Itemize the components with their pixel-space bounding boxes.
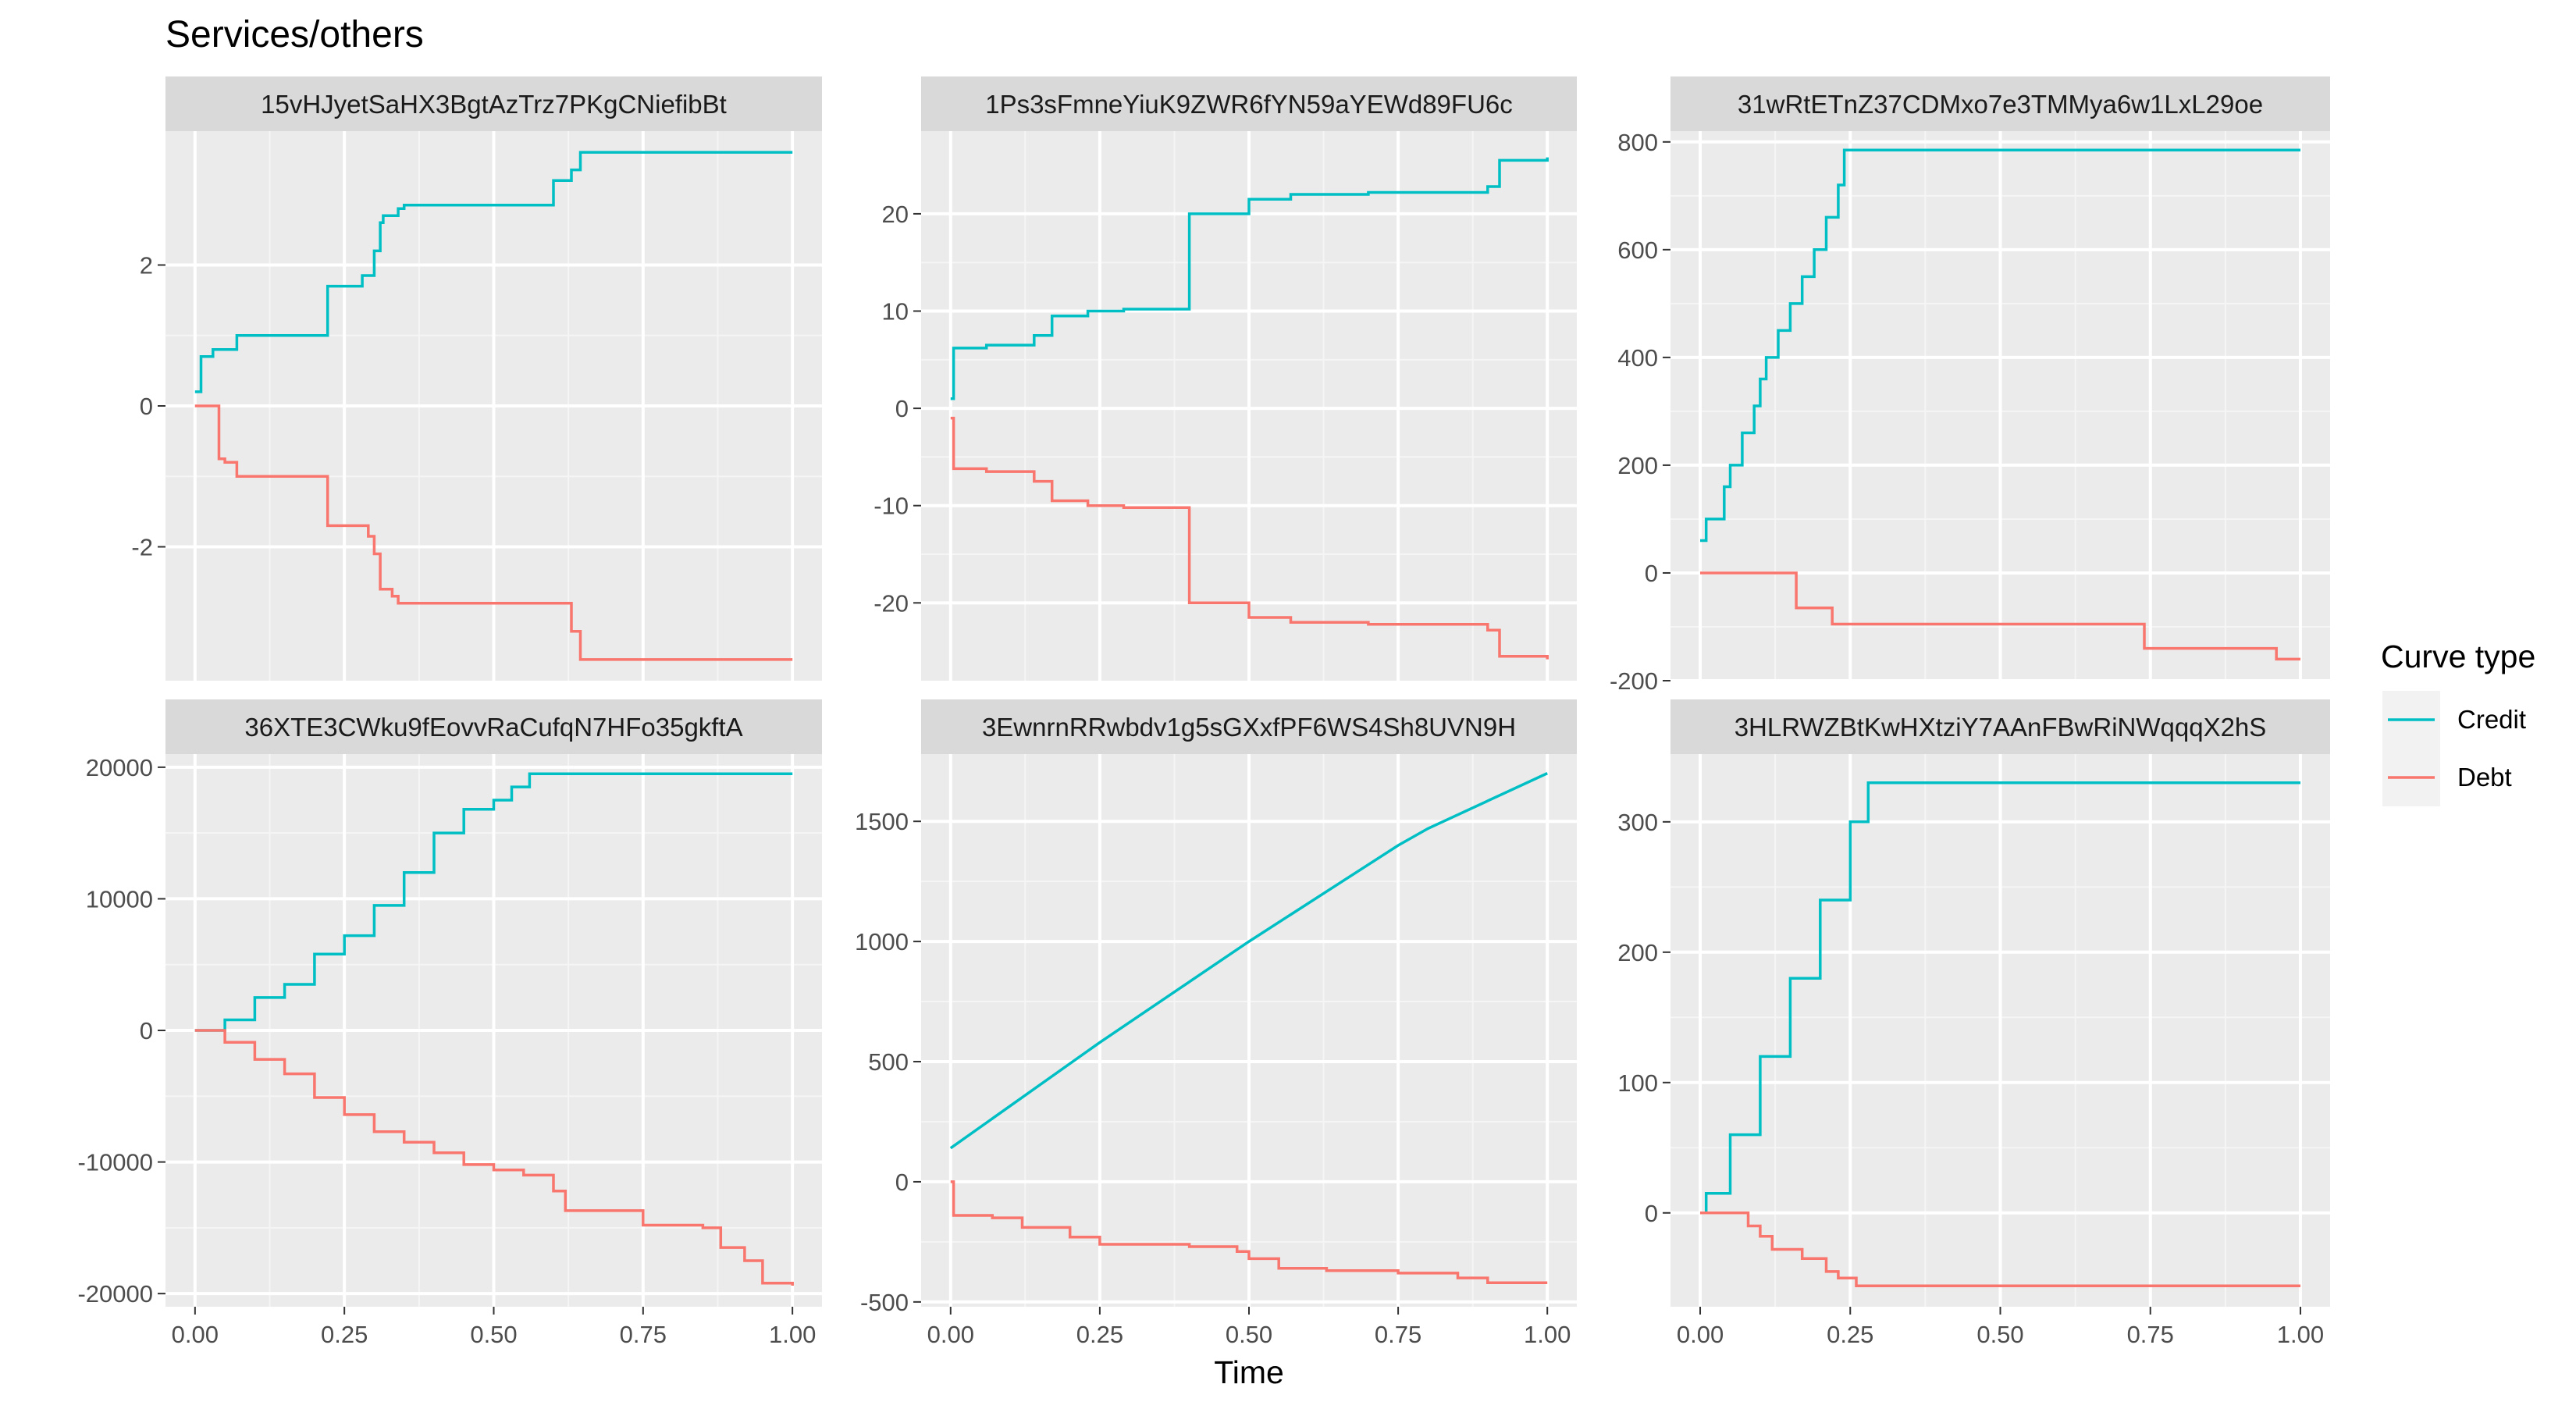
- panel-strip: [1670, 699, 2330, 754]
- y-tick-label: 600: [1617, 237, 1658, 264]
- x-tick-label: 0.50: [1976, 1321, 2023, 1348]
- y-tick-label: 0: [895, 1169, 909, 1196]
- panel-1: 15vHJyetSaHX3BgtAzTrz7PKgCNiefibBt -2 0 2: [131, 76, 822, 681]
- x-tick-label: 0.75: [2127, 1321, 2174, 1348]
- x-tick-label: 0.00: [927, 1321, 974, 1348]
- panel-strip-label: 15vHJyetSaHX3BgtAzTrz7PKgCNiefibBt: [261, 90, 727, 119]
- legend-label-credit: Credit: [2457, 705, 2526, 734]
- y-tick-label: -10000: [77, 1149, 153, 1176]
- y-tick-label: 0: [140, 1017, 153, 1044]
- series-line-credit: [950, 157, 1549, 400]
- panel-strip-label: 31wRtETnZ37CDMxo7e3TMMya6w1LxL29oe: [1738, 90, 2263, 119]
- y-tick-label: 0: [1645, 1200, 1658, 1227]
- x-tick-label: 0.00: [1677, 1321, 1724, 1348]
- legend-title: Curve type: [2381, 639, 2535, 674]
- series-line-debt: [950, 416, 1549, 660]
- panel-strip-label: 3EwnrnRRwbdv1g5sGXxfPF6WS4Sh8UVN9H: [982, 713, 1516, 742]
- y-tick-label: 800: [1617, 129, 1658, 156]
- y-tick-label: 300: [1617, 809, 1658, 836]
- x-tick-label: 0.25: [321, 1321, 368, 1348]
- panel-strip-label: 1Ps3sFmneYiuK9ZWR6fYN59aYEWd89FU6c: [985, 90, 1513, 119]
- y-tick-label: 200: [1617, 452, 1658, 479]
- y-tick-label: 0: [1645, 560, 1658, 587]
- y-tick-label: 100: [1617, 1069, 1658, 1097]
- panel-6: 3HLRWZBtKwHXtziY7AAnFBwRiNWqqqX2hS 0.00 0.…: [1617, 699, 2330, 1348]
- series-line-credit: [1700, 781, 2300, 1215]
- legend-label-debt: Debt: [2457, 763, 2512, 792]
- y-tick-label: 10: [882, 298, 909, 326]
- y-tick-label: 1500: [855, 808, 909, 835]
- y-tick-label: 0: [140, 393, 153, 420]
- y-tick-label: 20000: [86, 754, 153, 781]
- panel-2: 1Ps3sFmneYiuK9ZWR6fYN59aYEWd89FU6c -20 -10…: [873, 76, 1577, 681]
- y-tick-label: 10000: [86, 885, 153, 913]
- y-tick-label: -20000: [77, 1280, 153, 1308]
- y-tick-label: 20: [882, 201, 909, 228]
- y-tick-label: 2: [140, 251, 153, 279]
- series-line-debt: [1700, 571, 2300, 661]
- plot-title: Services/others: [165, 14, 424, 55]
- panel-strip-label: 3HLRWZBtKwHXtziY7AAnFBwRiNWqqqX2hS: [1735, 713, 2267, 742]
- panel-strip: [165, 76, 822, 131]
- x-tick-label: 0.00: [172, 1321, 219, 1348]
- x-axis-title: Time: [1214, 1354, 1284, 1390]
- series-line-debt: [1700, 1212, 2300, 1288]
- series-line-credit: [194, 151, 793, 393]
- y-tick-label: 1000: [855, 928, 909, 955]
- x-tick-label: 1.00: [2277, 1321, 2324, 1348]
- series-line-debt: [950, 1180, 1548, 1284]
- x-tick-label: 0.75: [1375, 1321, 1421, 1348]
- y-tick-label: 400: [1617, 344, 1658, 372]
- y-tick-label: -500: [860, 1289, 909, 1316]
- y-tick-label: 500: [868, 1048, 909, 1076]
- panel-strip: [165, 699, 822, 754]
- x-tick-label: 1.00: [769, 1321, 816, 1348]
- x-tick-label: 0.50: [470, 1321, 517, 1348]
- y-tick-label: 200: [1617, 939, 1658, 966]
- panel-4: 36XTE3CWku9fEovvRaCufqN7HFo35gkftA 0.00 0.…: [77, 699, 822, 1348]
- series-line-credit: [194, 772, 793, 1032]
- series-line-debt: [194, 404, 793, 661]
- y-tick-label: 0: [895, 395, 909, 422]
- y-tick-label: -10: [873, 493, 909, 520]
- y-tick-label: -2: [131, 534, 153, 561]
- series-line-debt: [194, 1029, 794, 1286]
- panel-strip: [921, 699, 1577, 754]
- panel-5: 3EwnrnRRwbdv1g5sGXxfPF6WS4Sh8UVN9H 0.00 0.…: [855, 699, 1577, 1348]
- x-tick-label: 0.50: [1226, 1321, 1272, 1348]
- x-tick-label: 0.25: [1076, 1321, 1123, 1348]
- series-line-credit: [1700, 148, 2300, 543]
- panel-3: 31wRtETnZ37CDMxo7e3TMMya6w1LxL29oe -200 0 2…: [1610, 76, 2330, 695]
- panel-strip-label: 36XTE3CWku9fEovvRaCufqN7HFo35gkftA: [244, 713, 742, 742]
- series-line-credit: [949, 772, 1548, 1150]
- x-tick-label: 0.25: [1827, 1321, 1873, 1348]
- x-tick-label: 1.00: [1524, 1321, 1571, 1348]
- panel-strip: [1670, 76, 2330, 131]
- x-tick-label: 0.75: [620, 1321, 667, 1348]
- y-tick-label: -20: [873, 589, 909, 617]
- y-tick-label: -200: [1610, 667, 1658, 695]
- panel-strip: [921, 76, 1577, 131]
